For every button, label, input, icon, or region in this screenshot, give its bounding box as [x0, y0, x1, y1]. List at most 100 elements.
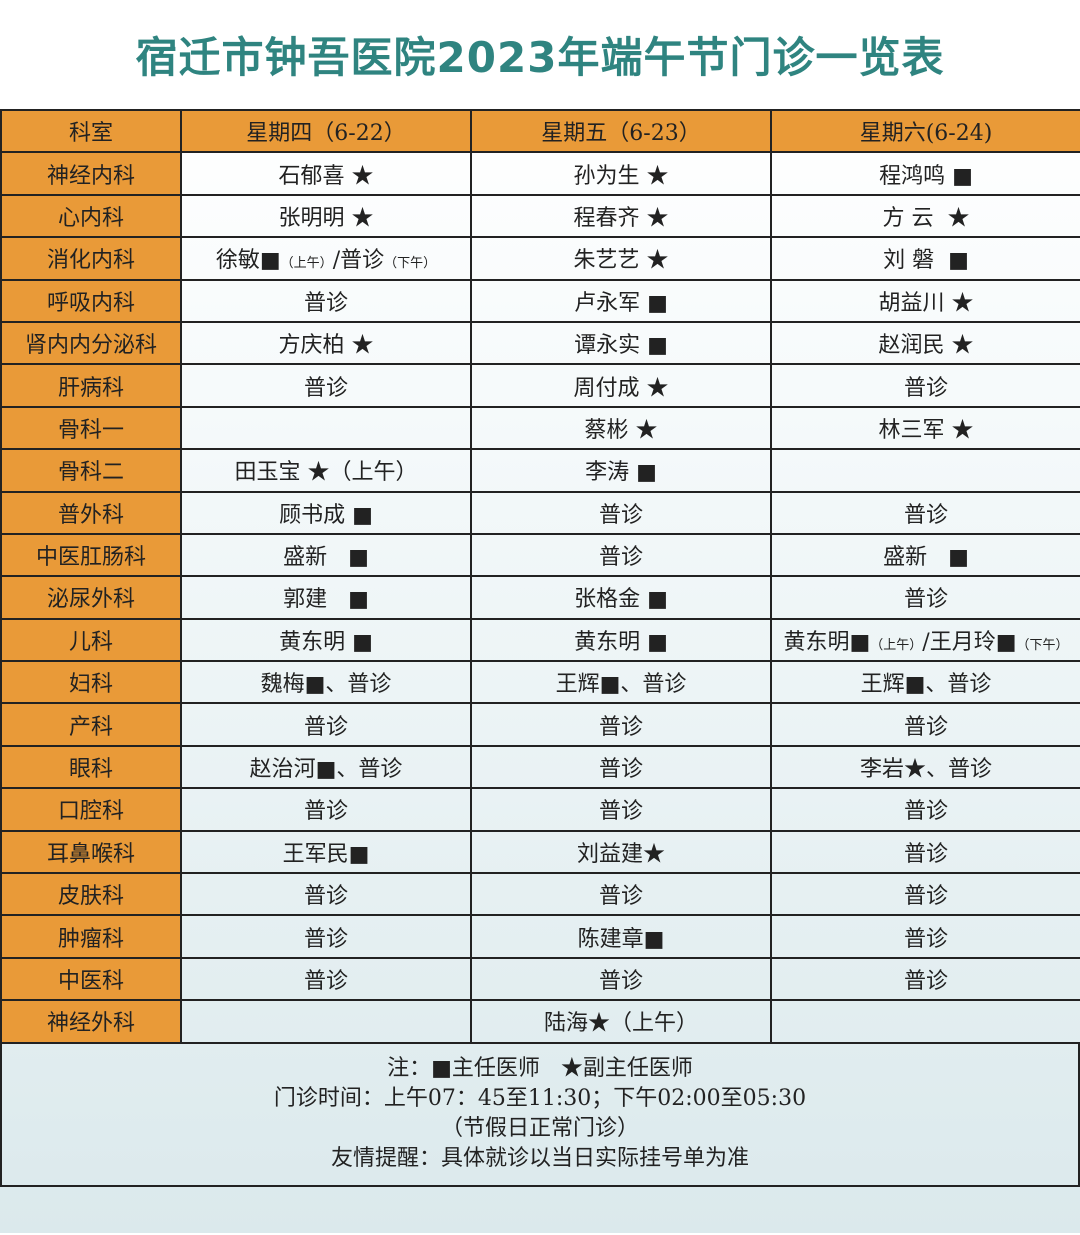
- cell-department: 心内科: [0, 193, 182, 239]
- legend-note: 注：■主任医师 ★副主任医师: [387, 1056, 693, 1082]
- cell-friday: 王辉■、普诊: [470, 660, 772, 705]
- table-row: 肝病科 普诊 周付成 ★ 普诊: [0, 363, 1080, 408]
- cell-saturday: 黄东明■（上午）/王月玲■（下午）: [770, 617, 1080, 663]
- cell-thursday: [180, 405, 472, 451]
- cell-department: 中医肛肠科: [0, 532, 182, 578]
- cell-department: 耳鼻喉科: [0, 829, 182, 875]
- cell-saturday: 盛新 ■: [770, 532, 1080, 578]
- cell-saturday: 普诊: [770, 914, 1080, 959]
- header-thursday: 星期四（6-22）: [180, 108, 472, 154]
- cell-friday: 普诊: [470, 744, 772, 790]
- cell-thursday: 普诊: [180, 872, 472, 917]
- table-row: 中医肛肠科 盛新 ■ 普诊 盛新 ■: [0, 532, 1080, 578]
- cell-saturday: 王辉■、普诊: [770, 660, 1080, 705]
- cell-friday: 刘益建★: [470, 829, 772, 875]
- cell-saturday: 普诊: [770, 956, 1080, 1002]
- header-department: 科室: [0, 108, 182, 154]
- table-row: 神经外科 陆海★（上午）: [0, 999, 1080, 1044]
- cell-department: 产科: [0, 702, 182, 747]
- cell-friday: 程春齐 ★: [470, 193, 772, 239]
- cell-saturday: 李岩★、普诊: [770, 744, 1080, 790]
- cell-department: 神经外科: [0, 999, 182, 1044]
- table-row: 心内科 张明明 ★ 程春齐 ★ 方 云 ★: [0, 193, 1080, 239]
- table-row: 泌尿外科 郭建 ■ 张格金 ■ 普诊: [0, 575, 1080, 620]
- cell-thursday: 顾书成 ■: [180, 490, 472, 535]
- cell-department: 儿科: [0, 617, 182, 663]
- cell-friday: 陆海★（上午）: [470, 999, 772, 1044]
- cell-department: 神经内科: [0, 151, 182, 196]
- cell-friday: 黄东明 ■: [470, 617, 772, 663]
- cell-department: 肾内内分泌科: [0, 320, 182, 366]
- cell-thursday: 王军民■: [180, 829, 472, 875]
- table-row: 产科 普诊 普诊 普诊: [0, 702, 1080, 747]
- cell-saturday: 林三军 ★: [770, 405, 1080, 451]
- cell-thursday: 普诊: [180, 914, 472, 959]
- schedule-container: 科室 星期四（6-22） 星期五（6-23） 星期六(6-24) 神经内科 石郁喜…: [0, 108, 1080, 1233]
- table-row: 皮肤科 普诊 普诊 普诊: [0, 872, 1080, 917]
- cell-friday: 卢永军 ■: [470, 278, 772, 323]
- cell-department: 泌尿外科: [0, 575, 182, 620]
- cell-friday: 周付成 ★: [470, 363, 772, 408]
- table-row: 儿科 黄东明 ■ 黄东明 ■ 黄东明■（上午）/王月玲■（下午）: [0, 617, 1080, 663]
- cell-saturday: 普诊: [770, 787, 1080, 832]
- cell-thursday: 普诊: [180, 363, 472, 408]
- cell-saturday: 普诊: [770, 702, 1080, 747]
- cell-thursday: 普诊: [180, 956, 472, 1002]
- cell-saturday: 程鸿鸣 ■: [770, 151, 1080, 196]
- table-row: 耳鼻喉科 王军民■ 刘益建★ 普诊: [0, 829, 1080, 875]
- cell-thursday: 石郁喜 ★: [180, 151, 472, 196]
- cell-thursday: 郭建 ■: [180, 575, 472, 620]
- header-friday: 星期五（6-23）: [470, 108, 772, 154]
- clinic-hours: 门诊时间：上午07：45至11:30；下午02:00至05:30: [273, 1086, 807, 1112]
- page-title: 宿迁市钟吾医院2023年端午节门诊一览表: [135, 32, 945, 82]
- cell-department: 皮肤科: [0, 872, 182, 917]
- cell-thursday: 方庆柏 ★: [180, 320, 472, 366]
- cell-thursday: 田玉宝 ★（上午）: [180, 448, 472, 493]
- table-row: 口腔科 普诊 普诊 普诊: [0, 787, 1080, 832]
- cell-thursday: 盛新 ■: [180, 532, 472, 578]
- cell-saturday: 赵润民 ★: [770, 320, 1080, 366]
- cell-friday: 陈建章■: [470, 914, 772, 959]
- cell-department: 妇科: [0, 660, 182, 705]
- cell-friday: 朱艺艺 ★: [470, 236, 772, 281]
- cell-thursday: 普诊: [180, 702, 472, 747]
- table-row: 中医科 普诊 普诊 普诊: [0, 956, 1080, 1002]
- cell-department: 肝病科: [0, 363, 182, 408]
- cell-department: 消化内科: [0, 236, 182, 281]
- table-row: 肿瘤科 普诊 陈建章■ 普诊: [0, 914, 1080, 959]
- cell-saturday: 普诊: [770, 829, 1080, 875]
- cell-friday: 普诊: [470, 490, 772, 535]
- table-row: 普外科 顾书成 ■ 普诊 普诊: [0, 490, 1080, 535]
- table-header-row: 科室 星期四（6-22） 星期五（6-23） 星期六(6-24): [0, 108, 1080, 154]
- cell-saturday: 普诊: [770, 872, 1080, 917]
- cell-department: 普外科: [0, 490, 182, 535]
- footer-notes: 注：■主任医师 ★副主任医师 门诊时间：上午07：45至11:30；下午02:0…: [0, 1043, 1080, 1187]
- cell-thursday: 张明明 ★: [180, 193, 472, 239]
- cell-thursday: 黄东明 ■: [180, 617, 472, 663]
- cell-department: 呼吸内科: [0, 278, 182, 323]
- clinic-schedule-table: 科室 星期四（6-22） 星期五（6-23） 星期六(6-24) 神经内科 石郁喜…: [0, 108, 1080, 1044]
- header-saturday: 星期六(6-24): [770, 108, 1080, 154]
- cell-department: 中医科: [0, 956, 182, 1002]
- table-row: 消化内科 徐敏■（上午）/普诊（下午） 朱艺艺 ★ 刘 磐 ■: [0, 236, 1080, 281]
- cell-department: 骨科一: [0, 405, 182, 451]
- table-row: 眼科 赵治河■、普诊 普诊 李岩★、普诊: [0, 744, 1080, 790]
- cell-department: 骨科二: [0, 448, 182, 493]
- table-row: 呼吸内科 普诊 卢永军 ■ 胡益川 ★: [0, 278, 1080, 323]
- cell-friday: 蔡彬 ★: [470, 405, 772, 451]
- reminder-note: 友情提醒：具体就诊以当日实际挂号单为准: [330, 1146, 749, 1172]
- cell-department: 眼科: [0, 744, 182, 790]
- holiday-note: （节假日正常门诊）: [440, 1116, 639, 1142]
- cell-friday: 普诊: [470, 532, 772, 578]
- cell-saturday: [770, 999, 1080, 1044]
- table-row: 骨科一 蔡彬 ★ 林三军 ★: [0, 405, 1080, 451]
- cell-thursday: [180, 999, 472, 1044]
- cell-saturday: 普诊: [770, 363, 1080, 408]
- cell-friday: 李涛 ■: [470, 448, 772, 493]
- cell-saturday: 普诊: [770, 490, 1080, 535]
- cell-department: 口腔科: [0, 787, 182, 832]
- cell-thursday: 普诊: [180, 278, 472, 323]
- cell-saturday: [770, 448, 1080, 493]
- table-row: 神经内科 石郁喜 ★ 孙为生 ★ 程鸿鸣 ■: [0, 151, 1080, 196]
- cell-saturday: 胡益川 ★: [770, 278, 1080, 323]
